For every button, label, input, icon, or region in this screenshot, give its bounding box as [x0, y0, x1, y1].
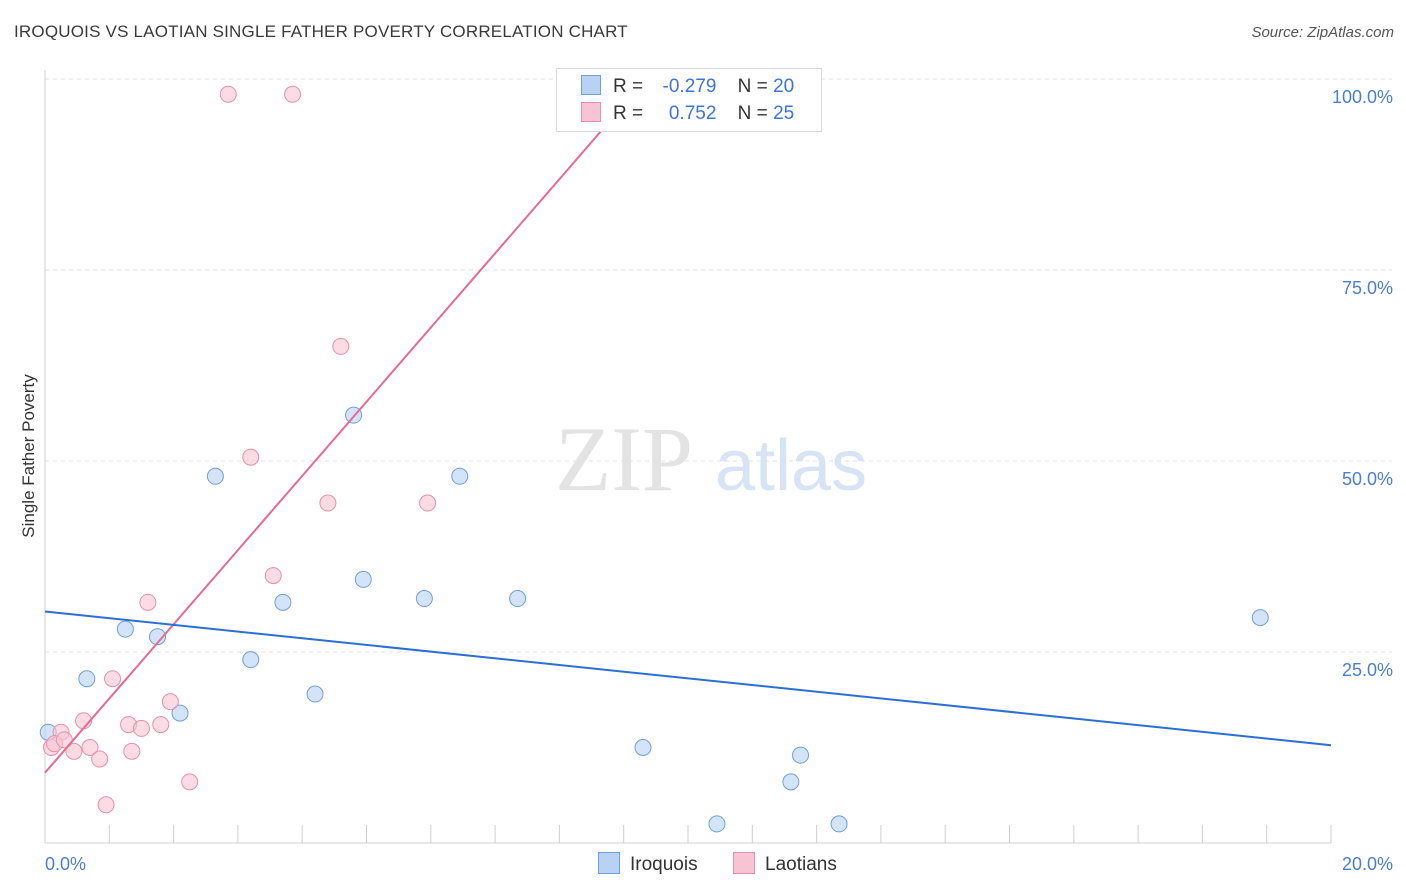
watermark: ZIP atlas	[555, 408, 867, 510]
laotian-point[interactable]	[161, 693, 179, 711]
iroquois-point[interactable]	[451, 467, 469, 485]
laotian-point[interactable]	[332, 337, 350, 355]
legend-r-value-laotians: 0.752	[668, 103, 717, 124]
series-legend: Iroquois Laotians	[0, 852, 1406, 878]
laotian-point[interactable]	[123, 742, 141, 760]
laotian-swatch	[733, 852, 755, 874]
y-axis-title: Single Father Poverty	[19, 374, 38, 538]
iroquois-swatch	[581, 75, 601, 95]
grid-layer	[45, 78, 1392, 653]
laotian-trend-line	[44, 78, 647, 774]
iroquois-point[interactable]	[274, 593, 292, 611]
laotian-point[interactable]	[139, 593, 157, 611]
x-tick-max: 20.0%	[1342, 854, 1393, 874]
iroquois-point[interactable]	[354, 570, 372, 588]
legend-row-laotians: R = 0.752 N = 25	[581, 102, 794, 128]
iroquois-point[interactable]	[78, 670, 96, 688]
laotian-point[interactable]	[264, 567, 282, 585]
tick-layer: 25.0% 50.0% 75.0% 100.0%	[108, 87, 1393, 843]
source-label: Source: ZipAtlas.com	[1251, 24, 1394, 41]
legend-n-label: N =	[737, 103, 768, 124]
iroquois-point[interactable]	[792, 746, 810, 764]
laotian-point[interactable]	[319, 494, 337, 512]
x-tick-min: 0.0%	[45, 854, 86, 874]
legend-label-laotians: Laotians	[765, 854, 837, 875]
legend-item-laotians[interactable]: Laotians	[733, 852, 837, 876]
legend-r-label: R =	[613, 76, 644, 97]
laotian-point[interactable]	[97, 796, 115, 814]
iroquois-point[interactable]	[206, 467, 224, 485]
iroquois-swatch	[598, 852, 620, 874]
legend-r-label: R =	[613, 103, 644, 124]
laotian-point[interactable]	[181, 773, 199, 791]
iroquois-point[interactable]	[830, 815, 848, 833]
iroquois-point[interactable]	[708, 815, 726, 833]
iroquois-point[interactable]	[1251, 609, 1269, 627]
laotian-point[interactable]	[91, 750, 109, 768]
laotian-point[interactable]	[132, 719, 150, 737]
trend-lines	[44, 78, 1332, 774]
iroquois-trend-line	[44, 610, 1332, 747]
legend-item-iroquois[interactable]: Iroquois	[598, 852, 698, 876]
watermark-zip: ZIP	[555, 408, 693, 510]
iroquois-point[interactable]	[306, 685, 324, 703]
iroquois-point[interactable]	[782, 773, 800, 791]
laotian-points	[42, 85, 752, 814]
iroquois-point[interactable]	[116, 620, 134, 638]
chart-title: IROQUOIS VS LAOTIAN SINGLE FATHER POVERT…	[14, 22, 628, 41]
iroquois-point[interactable]	[509, 590, 527, 608]
legend-r-value-iroquois: -0.279	[662, 76, 717, 97]
y-tick-label: 100.0%	[1332, 87, 1393, 107]
laotian-point[interactable]	[419, 494, 437, 512]
laotian-point[interactable]	[219, 85, 237, 103]
legend-row-iroquois: R = -0.279 N = 20	[581, 75, 794, 101]
laotian-point[interactable]	[104, 670, 122, 688]
laotian-swatch	[581, 102, 601, 122]
iroquois-point[interactable]	[415, 590, 433, 608]
laotian-point[interactable]	[242, 448, 260, 466]
watermark-atlas: atlas	[715, 426, 867, 506]
y-tick-label: 50.0%	[1342, 469, 1393, 489]
iroquois-point[interactable]	[149, 628, 167, 646]
legend-n-value-laotians: 25	[773, 103, 795, 124]
legend-n-label: N =	[737, 76, 768, 97]
legend-n-value-iroquois: 20	[773, 76, 795, 97]
y-tick-label: 75.0%	[1342, 278, 1393, 298]
legend-label-iroquois: Iroquois	[630, 854, 698, 875]
iroquois-point[interactable]	[171, 704, 189, 722]
correlation-legend: R = -0.279 N = 20 R = 0.752 N = 25	[556, 68, 822, 132]
laotian-point[interactable]	[81, 739, 99, 756]
iroquois-point[interactable]	[242, 651, 260, 669]
iroquois-point[interactable]	[634, 739, 652, 756]
laotian-point[interactable]	[65, 742, 83, 760]
laotian-point[interactable]	[284, 85, 302, 103]
y-tick-label: 25.0%	[1342, 660, 1393, 680]
laotian-point[interactable]	[152, 716, 170, 734]
